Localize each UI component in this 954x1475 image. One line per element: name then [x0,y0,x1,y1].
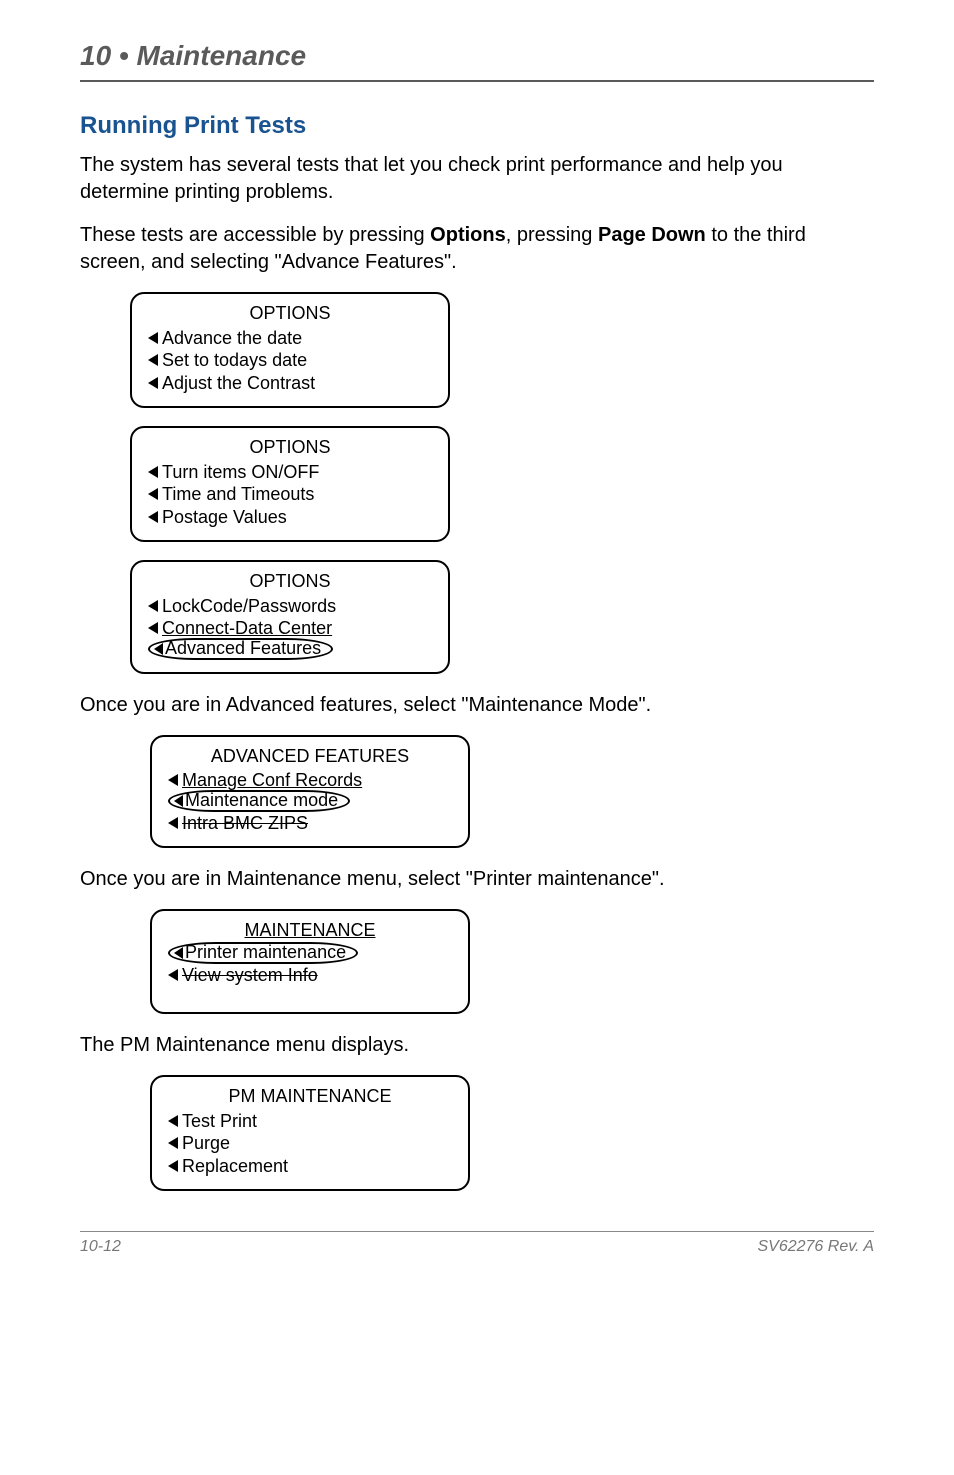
intro-paragraph-2: These tests are accessible by pressing O… [80,222,874,276]
item-label: Advanced Features [165,637,321,660]
screen-item: Test Print [162,1110,458,1133]
item-label: Advance the date [162,327,302,350]
item-label: Time and Timeouts [162,483,314,506]
options-screen-1: OPTIONS Advance the date Set to todays d… [130,292,450,408]
screen-item: Set to todays date [142,349,438,372]
left-triangle-icon [154,643,163,655]
screen-title: MAINTENANCE [162,919,458,942]
screen-item: Time and Timeouts [142,483,438,506]
screen-item: Connect-Data Center [142,617,438,640]
screen-item: LockCode/Passwords [142,595,438,618]
item-label: Replacement [182,1155,288,1178]
left-triangle-icon [148,511,158,523]
left-triangle-icon [168,817,178,829]
item-label: Intra BMC ZIPS [182,812,308,835]
left-triangle-icon [168,1115,178,1127]
item-label: Printer maintenance [185,941,346,964]
item-label: View system Info [182,964,318,987]
p2-pagedown: Page Down [598,224,706,246]
item-label: Maintenance mode [185,789,338,812]
p2-mid: , pressing [506,224,598,246]
left-triangle-icon [148,488,158,500]
item-label: Test Print [182,1110,257,1133]
section-title: Running Print Tests [80,112,874,140]
highlight-oval: Advanced Features [148,638,333,660]
screen-title: OPTIONS [142,436,438,459]
left-triangle-icon [174,947,183,959]
item-label: Turn items ON/OFF [162,461,319,484]
p2-prefix: These tests are accessible by pressing [80,224,430,246]
screen-item: Postage Values [142,506,438,529]
footer-doc-rev: SV62276 Rev. A [757,1238,874,1256]
screen-item: Adjust the Contrast [142,372,438,395]
paragraph-maintenance: Once you are in Maintenance menu, select… [80,866,874,893]
item-label: Purge [182,1132,230,1155]
left-triangle-icon [148,354,158,366]
item-label: Manage Conf Records [182,769,362,792]
left-triangle-icon [168,1137,178,1149]
screen-title: OPTIONS [142,302,438,325]
highlight-oval: Maintenance mode [168,790,350,812]
screen-item: Intra BMC ZIPS [162,812,458,835]
page-footer: 10-12 SV62276 Rev. A [80,1231,874,1256]
item-label: LockCode/Passwords [162,595,336,618]
item-label: Set to todays date [162,349,307,372]
item-label: Connect-Data Center [162,617,332,640]
chapter-header: 10 • Maintenance [80,40,874,82]
intro-paragraph-1: The system has several tests that let yo… [80,152,874,206]
screen-title: ADVANCED FEATURES [162,745,458,768]
left-triangle-icon [168,1160,178,1172]
maintenance-screen: MAINTENANCE Printer maintenance View sys… [150,909,470,1014]
options-screen-3: OPTIONS LockCode/Passwords Connect-Data … [130,560,450,674]
highlight-oval: Printer maintenance [168,942,358,964]
item-label: Postage Values [162,506,287,529]
left-triangle-icon [168,969,178,981]
item-label: Adjust the Contrast [162,372,315,395]
left-triangle-icon [148,466,158,478]
screen-item: View system Info [162,964,458,987]
screen-title: PM MAINTENANCE [162,1085,458,1108]
options-screen-2: OPTIONS Turn items ON/OFF Time and Timeo… [130,426,450,542]
left-triangle-icon [174,795,183,807]
spacer [162,986,458,1000]
left-triangle-icon [148,377,158,389]
screen-item: Advance the date [142,327,438,350]
screen-item-highlighted: Maintenance mode [162,790,458,812]
advanced-features-screen: ADVANCED FEATURES Manage Conf Records Ma… [150,735,470,849]
footer-page-number: 10-12 [80,1238,121,1256]
screen-item-highlighted: Printer maintenance [162,942,458,964]
left-triangle-icon [168,774,178,786]
left-triangle-icon [148,600,158,612]
screen-title: OPTIONS [142,570,438,593]
left-triangle-icon [148,622,158,634]
left-triangle-icon [148,332,158,344]
screen-item: Purge [162,1132,458,1155]
screen-item: Manage Conf Records [162,769,458,792]
paragraph-advanced: Once you are in Advanced features, selec… [80,692,874,719]
screen-item: Turn items ON/OFF [142,461,438,484]
paragraph-pm: The PM Maintenance menu displays. [80,1032,874,1059]
screen-item: Replacement [162,1155,458,1178]
p2-options: Options [430,224,506,246]
screen-item-highlighted: Advanced Features [142,638,438,660]
pm-maintenance-screen: PM MAINTENANCE Test Print Purge Replacem… [150,1075,470,1191]
